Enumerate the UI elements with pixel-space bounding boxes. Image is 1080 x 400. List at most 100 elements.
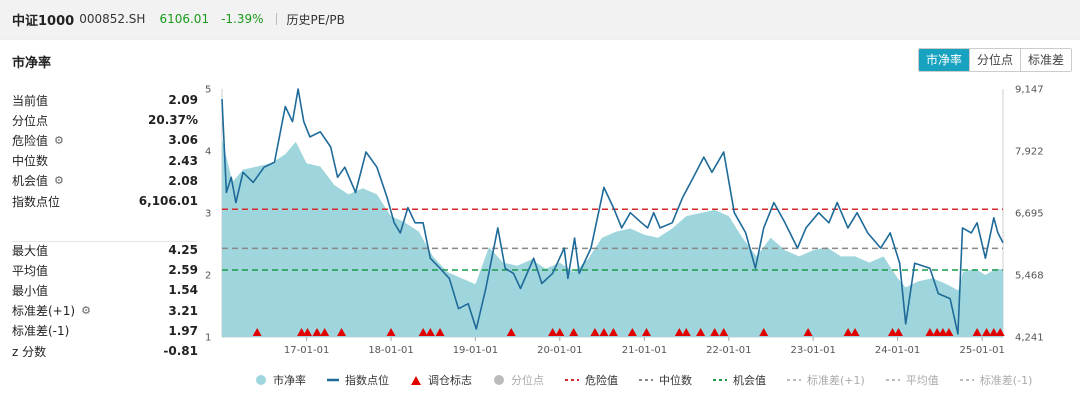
rebalance-marker bbox=[627, 328, 637, 336]
stats-panel-top: 当前值 2.09 分位点 20.37% 危险值 ⚙ 3.06 中位数 2.43 机… bbox=[12, 90, 198, 211]
y-right-tick-label: 4,241 bbox=[1015, 333, 1044, 344]
stat-label: 指数点位 bbox=[12, 194, 61, 209]
x-tick-label: 23-01-01 bbox=[790, 345, 835, 356]
dash-legend-icon bbox=[787, 379, 801, 381]
tab-percentile[interactable]: 分位点 bbox=[968, 49, 1020, 71]
stat-value: 1.97 bbox=[168, 323, 198, 338]
rebalance-marker bbox=[506, 328, 516, 336]
rebalance-marker bbox=[887, 328, 897, 336]
stat-label: 平均值 bbox=[12, 263, 49, 278]
rebalance-marker bbox=[590, 328, 600, 336]
dash-legend-icon bbox=[565, 379, 579, 381]
legend-label: 机会值 bbox=[733, 374, 766, 387]
stat-label: 标准差(+1) bbox=[12, 304, 76, 319]
gear-icon[interactable]: ⚙ bbox=[81, 304, 91, 318]
legend-item[interactable]: 中位数 bbox=[639, 372, 692, 388]
legend-item[interactable]: 平均值 bbox=[885, 372, 939, 388]
stat-row-opportunity: 机会值 ⚙ 2.08 bbox=[12, 171, 198, 191]
dash-legend-icon bbox=[885, 379, 900, 381]
triangle-legend-icon bbox=[411, 376, 421, 385]
stat-row-std-minus: 标准差(-1) 1.97 bbox=[12, 321, 198, 341]
y-left-tick-label: 5 bbox=[205, 85, 211, 96]
legend-label: 标准差(+1) bbox=[807, 374, 865, 387]
legend-item[interactable]: 标准差(+1) bbox=[787, 372, 865, 388]
index-price: 6106.01 bbox=[159, 12, 210, 26]
legend-label: 平均值 bbox=[905, 374, 939, 387]
rebalance-marker bbox=[803, 328, 813, 336]
rebalance-marker bbox=[989, 328, 999, 336]
x-tick-label: 18-01-01 bbox=[368, 345, 413, 356]
pb-chart[interactable]: 1 2 3 4 5 4,241 5,468 6,695 7,922 9,147 17-01-01 18… bbox=[0, 40, 1080, 370]
stat-label: 中位数 bbox=[12, 154, 49, 169]
rebalance-marker bbox=[555, 328, 565, 336]
rebalance-marker bbox=[425, 328, 435, 336]
stat-value: 4.25 bbox=[168, 243, 198, 258]
stat-row-percentile: 分位点 20.37% bbox=[12, 110, 198, 130]
tab-std-dev[interactable]: 标准差 bbox=[1019, 49, 1071, 71]
legend-item[interactable]: 市净率 bbox=[255, 372, 306, 388]
stat-row-max: 最大值 4.25 bbox=[12, 240, 198, 260]
rebalance-marker bbox=[386, 328, 396, 336]
y-right-tick-label: 5,468 bbox=[1015, 271, 1044, 282]
legend-label: 市净率 bbox=[273, 374, 306, 387]
x-tick-label: 17-01-01 bbox=[284, 345, 329, 356]
page-link-history-pe-pb[interactable]: 历史PE/PB bbox=[286, 12, 345, 27]
pb-area-series bbox=[222, 138, 1003, 337]
legend-item[interactable]: 分位点 bbox=[493, 372, 544, 388]
legend-label: 指数点位 bbox=[345, 374, 389, 387]
index-line-series bbox=[221, 88, 1004, 335]
rebalance-marker bbox=[297, 328, 307, 336]
y-left-tick-label: 4 bbox=[205, 147, 211, 158]
legend-item[interactable]: 危险值 bbox=[565, 372, 618, 388]
y-left-tick-label: 3 bbox=[205, 209, 211, 220]
chart-legend: 市净率 指数点位 调仓标志 分位点 危险值 中位数 机会值 标准差(+1) 平均值 标准差(-1) bbox=[255, 372, 1053, 388]
stat-label: 最大值 bbox=[12, 243, 49, 258]
y-left-tick-label: 1 bbox=[205, 333, 211, 344]
x-tick-label: 21-01-01 bbox=[622, 345, 667, 356]
index-change: -1.39% bbox=[221, 12, 264, 26]
rebalance-marker bbox=[925, 328, 935, 336]
legend-label: 危险值 bbox=[585, 374, 618, 387]
rebalance-marker bbox=[599, 328, 609, 336]
stat-value: 1.54 bbox=[168, 283, 198, 298]
card-title: 市净率 bbox=[12, 56, 52, 71]
index-name: 中证1000 bbox=[12, 13, 75, 29]
metric-tabs: 市净率 分位点 标准差 bbox=[917, 48, 1072, 72]
stat-label: 机会值 bbox=[12, 174, 49, 189]
rebalance-marker bbox=[303, 328, 313, 336]
stat-label: 当前值 bbox=[12, 93, 49, 108]
y-right-tick-label: 7,922 bbox=[1015, 147, 1044, 158]
x-tick-label: 19-01-01 bbox=[453, 345, 498, 356]
dash-legend-icon bbox=[959, 379, 974, 381]
legend-label: 分位点 bbox=[511, 374, 544, 387]
index-code: 000852.SH bbox=[79, 12, 146, 26]
rebalance-marker bbox=[608, 328, 618, 336]
legend-label: 标准差(-1) bbox=[979, 374, 1033, 387]
legend-item[interactable]: 标准差(-1) bbox=[959, 372, 1033, 388]
stat-label: 最小值 bbox=[12, 283, 49, 298]
legend-item[interactable]: 调仓标志 bbox=[410, 372, 472, 388]
rebalance-marker bbox=[944, 328, 954, 336]
gear-icon[interactable]: ⚙ bbox=[54, 133, 64, 147]
line-legend-icon bbox=[327, 378, 339, 382]
stat-label: z 分数 bbox=[12, 344, 47, 359]
rebalance-marker bbox=[932, 328, 942, 336]
gear-icon[interactable]: ⚙ bbox=[54, 174, 64, 188]
tab-pb[interactable]: 市净率 bbox=[918, 49, 969, 71]
y-left-tick-label: 2 bbox=[205, 271, 211, 282]
stats-divider bbox=[12, 241, 198, 242]
legend-item[interactable]: 指数点位 bbox=[327, 372, 389, 388]
rebalance-marker bbox=[696, 328, 706, 336]
x-tick-label: 20-01-01 bbox=[537, 345, 582, 356]
stat-row-std-plus: 标准差(+1) ⚙ 3.21 bbox=[12, 301, 198, 321]
rebalance-marker bbox=[710, 328, 720, 336]
rebalance-marker bbox=[252, 328, 262, 336]
top-bar: 中证1000 000852.SH 6106.01 -1.39% 历史PE/PB bbox=[0, 0, 1080, 38]
stat-row-index-level: 指数点位 6,106.01 bbox=[12, 191, 198, 211]
rebalance-marker bbox=[681, 328, 691, 336]
legend-item[interactable]: 机会值 bbox=[713, 372, 766, 388]
legend-label: 调仓标志 bbox=[428, 374, 472, 387]
stat-label: 标准差(-1) bbox=[12, 324, 70, 339]
y-right-tick-label: 6,695 bbox=[1015, 209, 1044, 220]
dash-legend-icon bbox=[713, 379, 727, 381]
